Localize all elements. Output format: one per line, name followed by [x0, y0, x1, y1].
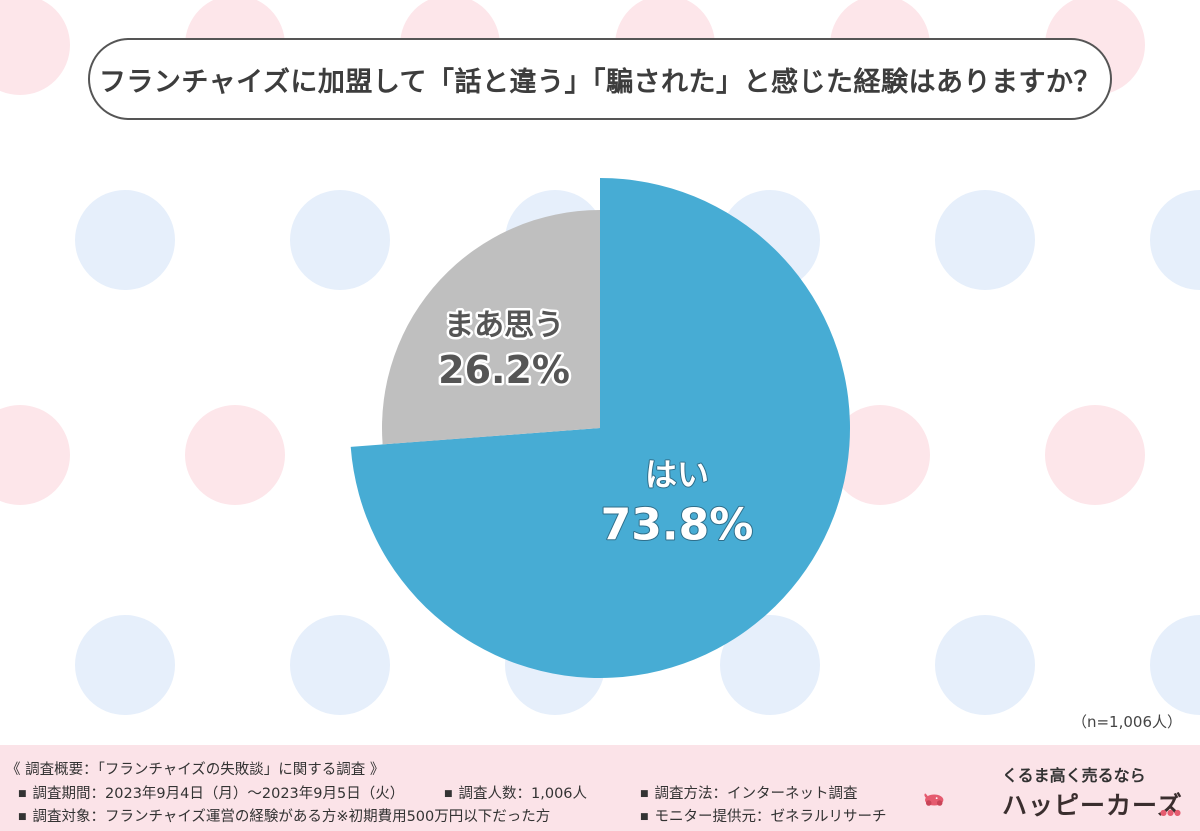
background-dot [185, 405, 285, 505]
sample-size-label: （n=1,006人） [1071, 713, 1182, 731]
background-dot [290, 190, 390, 290]
pie-slice-somewhat [382, 210, 600, 445]
background-dot [0, 405, 70, 505]
background-dot [1045, 405, 1145, 505]
pie-label-somewhat: まあ思う [444, 308, 564, 343]
happycars-mascot-icon [924, 793, 944, 806]
background-dot [75, 190, 175, 290]
background-dot [0, 0, 70, 95]
survey-footer: 《 調査概要：「フランチャイズの失敗談」に関する調査 》 調査期間：2023年9… [0, 745, 1200, 831]
background-dot [1150, 615, 1200, 715]
logo-brand: ハッピーカーズ [1002, 791, 1183, 820]
survey-heading: 《 調査概要：「フランチャイズの失敗談」に関する調査 》 [6, 762, 385, 778]
survey-monitor-provider: モニター提供元：ゼネラルリサーチ [640, 805, 887, 826]
logo-tagline: くるま高く売るなら [1002, 766, 1146, 785]
pie-value-yes: 73.8% [601, 499, 754, 550]
pie-chart: はい 73.8% まあ思う 26.2% [350, 178, 850, 678]
background-dot [720, 615, 820, 715]
pie-slice-yes [350, 178, 850, 678]
survey-method: 調査方法：インターネット調査 [640, 782, 858, 803]
background-dot [830, 405, 930, 505]
pie-value-somewhat: 26.2% [438, 348, 570, 392]
question-title-box: フランチャイズに加盟して「話と違う」「騙された」と感じた経験はありますか？ [88, 38, 1112, 120]
question-title: フランチャイズに加盟して「話と違う」「騙された」と感じた経験はありますか？ [98, 66, 1102, 98]
logo-dots-icon: ●●● [1160, 808, 1181, 817]
survey-target: 調査対象：フランチャイズ運営の経験がある方※初期費用500万円以下だった方 [18, 805, 551, 826]
pie-label-yes: はい [645, 455, 709, 493]
background-dot [935, 190, 1035, 290]
background-dot [290, 615, 390, 715]
survey-period: 調査期間：2023年9月4日（月）～2023年9月5日（火） [18, 782, 405, 803]
background-dot [935, 615, 1035, 715]
survey-respondents: 調査人数：1,006人 [444, 782, 588, 803]
background-dot [1150, 190, 1200, 290]
background-dot [75, 615, 175, 715]
